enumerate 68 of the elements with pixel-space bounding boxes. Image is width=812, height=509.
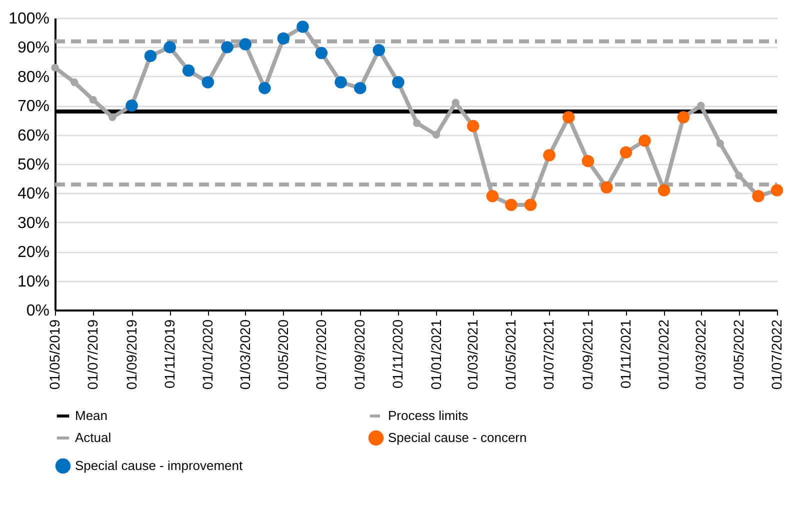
point — [716, 140, 724, 148]
y-tick-label: 100% — [8, 10, 50, 28]
x-tick-label: 01/11/2020 — [390, 319, 406, 389]
point — [582, 154, 594, 168]
x-tick-label: 01/09/2021 — [579, 319, 596, 390]
point — [452, 98, 460, 107]
point — [466, 120, 480, 132]
point — [770, 184, 784, 196]
legend-label: Special cause - improvement — [75, 458, 244, 473]
y-tick-label: 40% — [17, 186, 50, 203]
point — [51, 64, 59, 72]
x-tick-label: 01/05/2020 — [274, 319, 291, 390]
point — [600, 181, 613, 194]
point — [486, 190, 499, 202]
x-tick-label: 01/03/2021 — [464, 319, 481, 390]
x-tick-label: 01/05/2021 — [502, 319, 519, 390]
x-tick-label: 01/01/2021 — [428, 319, 444, 390]
y-tick-label: 90% — [17, 40, 50, 57]
point — [372, 44, 385, 56]
point — [89, 96, 97, 104]
y-tick-label: 0% — [26, 302, 50, 320]
y-tick-label: 20% — [17, 244, 50, 262]
point — [258, 82, 271, 94]
x-tick-label: 01/01/2022 — [656, 319, 672, 390]
y-tick-label: 80% — [17, 68, 50, 86]
x-tick-label: 01/11/2021 — [617, 319, 634, 389]
point — [505, 198, 518, 211]
x-tick-label: 01/05/2022 — [730, 319, 746, 390]
point — [696, 102, 705, 110]
y-tick-label: 50% — [17, 156, 50, 174]
point — [658, 184, 670, 196]
point — [108, 113, 116, 122]
x-tick-label: 01/09/2020 — [352, 319, 368, 390]
point — [126, 99, 138, 112]
point — [620, 146, 632, 158]
x-tick-label: 01/07/2019 — [84, 319, 101, 390]
legend-label: Actual — [75, 430, 112, 445]
x-tick-label: 01/07/2022 — [768, 319, 784, 390]
x-tick-label: 01/07/2020 — [312, 319, 329, 390]
point — [315, 46, 328, 60]
point — [638, 134, 651, 147]
y-tick-label: 10% — [17, 273, 50, 290]
point — [432, 130, 440, 139]
x-tick-label: 01/07/2021 — [540, 319, 557, 390]
point — [562, 111, 575, 124]
point — [354, 82, 366, 94]
y-tick-label: 60% — [17, 127, 50, 144]
y-tick-label: 30% — [17, 214, 50, 232]
legend-label: Mean — [75, 408, 108, 423]
point — [202, 76, 214, 88]
point — [677, 111, 690, 124]
point — [752, 190, 764, 202]
x-tick-label: 01/09/2019 — [123, 319, 140, 390]
point — [277, 32, 290, 45]
x-tick-label: 01/03/2020 — [236, 319, 253, 390]
point — [182, 64, 195, 77]
x-tick-label: 01/05/2019 — [46, 319, 62, 390]
x-tick-label: 01/11/2019 — [161, 319, 178, 389]
point — [144, 50, 157, 62]
point — [735, 172, 743, 180]
x-tick-label: 01/01/2020 — [199, 319, 216, 390]
x-tick-label: 01/03/2022 — [692, 319, 708, 390]
y-tick-label: 70% — [17, 98, 50, 116]
point — [70, 78, 78, 86]
legend-label: Special cause - concern — [388, 430, 527, 445]
point — [413, 119, 421, 127]
point — [524, 198, 537, 211]
legend-label: Process limits — [388, 408, 469, 423]
